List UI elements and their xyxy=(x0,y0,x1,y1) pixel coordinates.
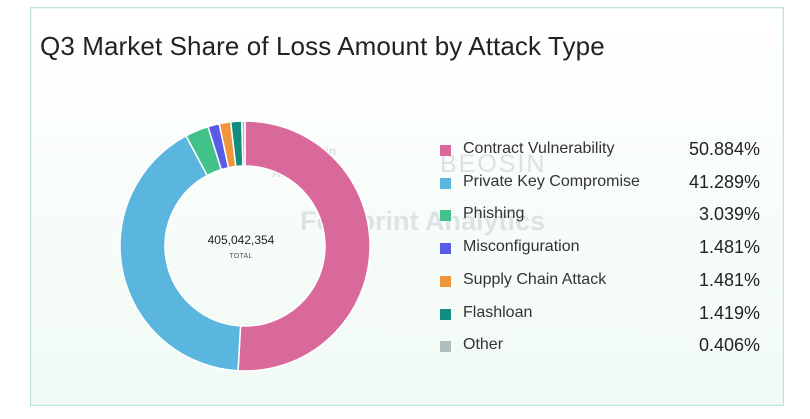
total-value: 405,042,354 xyxy=(207,233,275,247)
legend-label: Phishing xyxy=(463,205,525,223)
legend-value: 1.419% xyxy=(698,302,760,323)
legend-item-phishing[interactable]: Phishing 3.039% xyxy=(440,202,760,226)
legend-item-flashloan[interactable]: Flashloan 1.419% xyxy=(440,301,760,325)
legend-swatch xyxy=(440,275,451,287)
legend-item-contract-vulnerability[interactable]: Contract Vulnerability 50.884% xyxy=(440,137,760,161)
legend-item-supply-chain-attack[interactable]: Supply Chain Attack 1.481% xyxy=(440,268,760,292)
legend-value: 1.481% xyxy=(698,269,760,290)
legend-label: Other xyxy=(463,336,504,354)
legend-value: 50.884% xyxy=(688,139,760,159)
legend-swatch xyxy=(440,210,451,222)
donut-slice-private-key-compromise[interactable] xyxy=(119,134,242,372)
chart-title: Q3 Market Share of Loss Amount by Attack… xyxy=(40,31,605,61)
legend-swatch xyxy=(440,145,451,156)
legend-label: Contract Vulnerability xyxy=(463,140,615,157)
legend-label: Misconfiguration xyxy=(463,238,580,256)
legend-label: Private Key Compromise xyxy=(463,172,640,190)
total-label: TOTAL xyxy=(229,253,253,260)
legend-item-other[interactable]: Other 0.406% xyxy=(440,333,760,357)
legend-item-misconfiguration[interactable]: Misconfiguration 1.481% xyxy=(440,235,760,259)
legend-swatch xyxy=(440,177,451,189)
legend-label: Flashloan xyxy=(463,303,533,321)
legend-item-private-key-compromise[interactable]: Private Key Compromise 41.289% xyxy=(440,170,760,194)
legend-label: Supply Chain Attack xyxy=(463,270,607,288)
legend-swatch xyxy=(440,308,451,320)
legend-swatch xyxy=(440,243,451,255)
legend-swatch xyxy=(440,341,451,353)
legend-value: 1.481% xyxy=(698,237,760,258)
donut-slice-other[interactable] xyxy=(241,120,246,167)
legend-value: 41.289% xyxy=(688,171,760,192)
donut-slice-contract-vulnerability[interactable] xyxy=(237,120,371,372)
legend-value: 0.406% xyxy=(698,335,760,356)
legend-value: 3.039% xyxy=(698,204,760,225)
